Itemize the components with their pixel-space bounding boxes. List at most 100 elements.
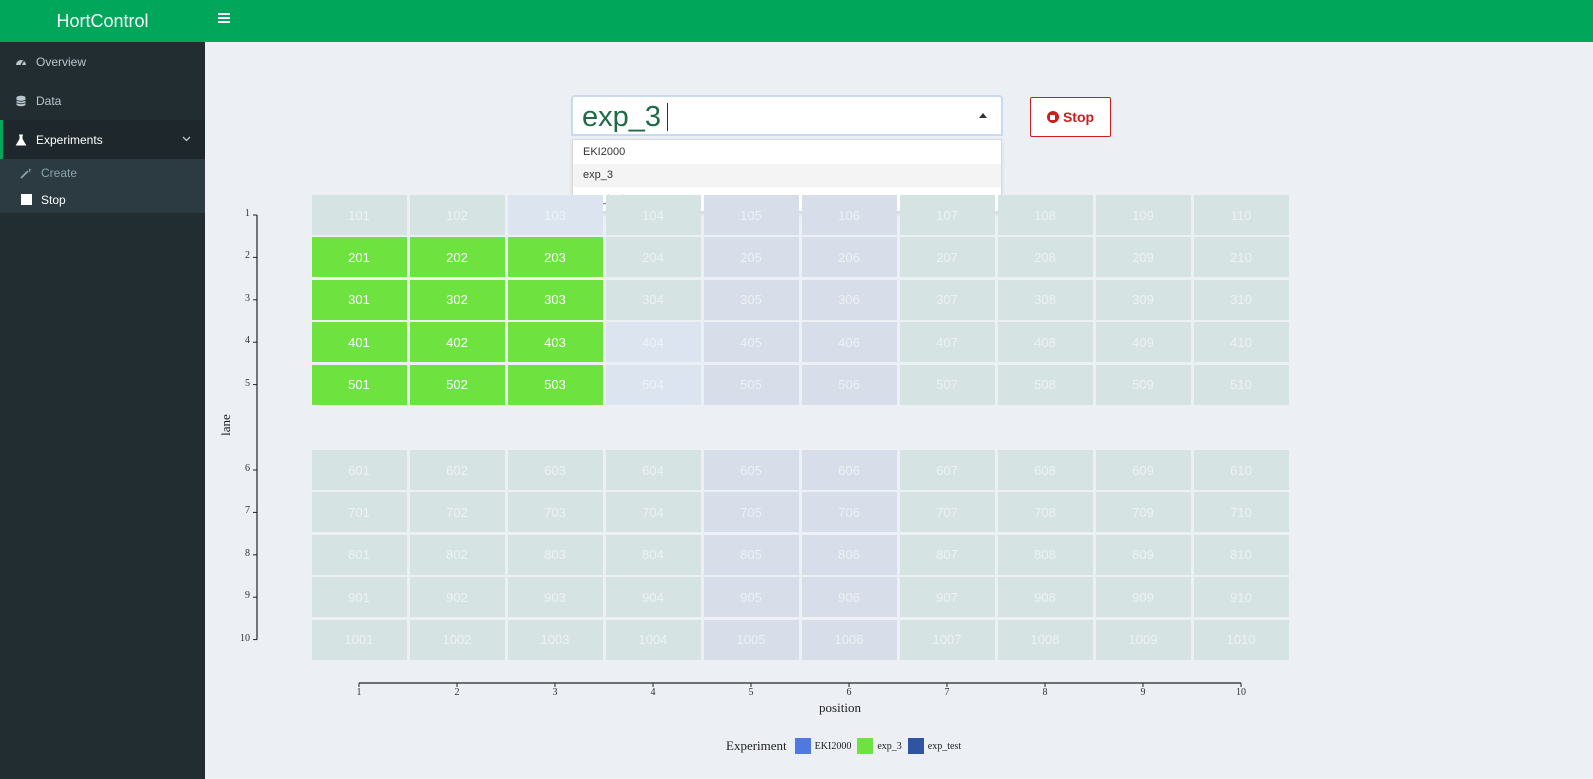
heatmap-cell[interactable]: 1004 — [605, 619, 701, 660]
heatmap-cell[interactable]: 310 — [1193, 279, 1289, 320]
heatmap-cell[interactable]: 701 — [311, 492, 407, 533]
heatmap-cell[interactable]: 705 — [703, 492, 799, 533]
heatmap-cell[interactable]: 307 — [899, 279, 995, 320]
heatmap-cell[interactable]: 707 — [899, 492, 995, 533]
heatmap-cell[interactable]: 807 — [899, 534, 995, 575]
heatmap-cell[interactable]: 709 — [1095, 492, 1191, 533]
sidebar-subitem-stop[interactable]: Stop — [0, 186, 205, 213]
heatmap-cell[interactable]: 407 — [899, 322, 995, 363]
heatmap-cell[interactable]: 404 — [605, 322, 701, 363]
heatmap-cell[interactable]: 1001 — [311, 619, 407, 660]
heatmap-cell[interactable]: 401 — [311, 322, 407, 363]
heatmap-cell[interactable]: 1003 — [507, 619, 603, 660]
heatmap-cell[interactable]: 1006 — [801, 619, 897, 660]
heatmap-cell[interactable]: 604 — [605, 450, 701, 490]
heatmap-cell[interactable]: 602 — [409, 450, 505, 490]
heatmap-cell[interactable]: 704 — [605, 492, 701, 533]
heatmap-cell[interactable]: 601 — [311, 450, 407, 490]
heatmap-cell[interactable]: 101 — [311, 195, 407, 235]
heatmap-cell[interactable]: 606 — [801, 450, 897, 490]
heatmap-cell[interactable]: 1002 — [409, 619, 505, 660]
heatmap-cell[interactable]: 302 — [409, 279, 505, 320]
heatmap-cell[interactable]: 808 — [997, 534, 1093, 575]
sidebar-toggle-icon[interactable] — [218, 13, 230, 25]
heatmap-cell[interactable]: 503 — [507, 364, 603, 405]
experiment-select[interactable]: exp_3 — [571, 95, 1003, 136]
heatmap-cell[interactable]: 207 — [899, 237, 995, 278]
heatmap-cell[interactable]: 501 — [311, 364, 407, 405]
heatmap-cell[interactable]: 801 — [311, 534, 407, 575]
heatmap-cell[interactable]: 1007 — [899, 619, 995, 660]
heatmap-cell[interactable]: 107 — [899, 195, 995, 235]
sidebar-item-data[interactable]: Data — [0, 81, 205, 120]
sidebar-item-overview[interactable]: Overview — [0, 42, 205, 81]
heatmap-cell[interactable]: 1008 — [997, 619, 1093, 660]
heatmap-cell[interactable]: 703 — [507, 492, 603, 533]
heatmap-cell[interactable]: 102 — [409, 195, 505, 235]
heatmap-cell[interactable]: 901 — [311, 577, 407, 618]
heatmap-cell[interactable]: 805 — [703, 534, 799, 575]
heatmap-cell[interactable]: 710 — [1193, 492, 1289, 533]
heatmap-cell[interactable]: 502 — [409, 364, 505, 405]
heatmap-cell[interactable]: 903 — [507, 577, 603, 618]
heatmap-cell[interactable]: 201 — [311, 237, 407, 278]
heatmap-cell[interactable]: 1010 — [1193, 619, 1289, 660]
heatmap-cell[interactable]: 306 — [801, 279, 897, 320]
heatmap-cell[interactable]: 504 — [605, 364, 701, 405]
heatmap-cell[interactable]: 403 — [507, 322, 603, 363]
heatmap-cell[interactable]: 410 — [1193, 322, 1289, 363]
heatmap-cell[interactable]: 507 — [899, 364, 995, 405]
heatmap-cell[interactable]: 510 — [1193, 364, 1289, 405]
heatmap-cell[interactable]: 803 — [507, 534, 603, 575]
stop-button[interactable]: Stop — [1030, 97, 1111, 137]
heatmap-cell[interactable]: 610 — [1193, 450, 1289, 490]
heatmap-cell[interactable]: 208 — [997, 237, 1093, 278]
heatmap-cell[interactable]: 110 — [1193, 195, 1289, 235]
heatmap-cell[interactable]: 309 — [1095, 279, 1191, 320]
heatmap-cell[interactable]: 405 — [703, 322, 799, 363]
heatmap-cell[interactable]: 708 — [997, 492, 1093, 533]
heatmap-cell[interactable]: 301 — [311, 279, 407, 320]
heatmap-cell[interactable]: 305 — [703, 279, 799, 320]
heatmap-cell[interactable]: 303 — [507, 279, 603, 320]
heatmap-cell[interactable]: 603 — [507, 450, 603, 490]
heatmap-cell[interactable]: 908 — [997, 577, 1093, 618]
heatmap-cell[interactable]: 907 — [899, 577, 995, 618]
heatmap-cell[interactable]: 607 — [899, 450, 995, 490]
heatmap-cell[interactable]: 804 — [605, 534, 701, 575]
heatmap-cell[interactable]: 909 — [1095, 577, 1191, 618]
heatmap-cell[interactable]: 104 — [605, 195, 701, 235]
heatmap-cell[interactable]: 209 — [1095, 237, 1191, 278]
heatmap-cell[interactable]: 902 — [409, 577, 505, 618]
heatmap-cell[interactable]: 210 — [1193, 237, 1289, 278]
caret-up-icon[interactable] — [979, 113, 987, 118]
heatmap-cell[interactable]: 509 — [1095, 364, 1191, 405]
heatmap-cell[interactable]: 905 — [703, 577, 799, 618]
heatmap-cell[interactable]: 608 — [997, 450, 1093, 490]
heatmap-cell[interactable]: 106 — [801, 195, 897, 235]
heatmap-cell[interactable]: 408 — [997, 322, 1093, 363]
heatmap-cell[interactable]: 904 — [605, 577, 701, 618]
heatmap-cell[interactable]: 806 — [801, 534, 897, 575]
heatmap-cell[interactable]: 205 — [703, 237, 799, 278]
heatmap-cell[interactable]: 609 — [1095, 450, 1191, 490]
heatmap-cell[interactable]: 308 — [997, 279, 1093, 320]
heatmap-cell[interactable]: 906 — [801, 577, 897, 618]
sidebar-item-experiments[interactable]: Experiments — [0, 120, 205, 159]
sidebar-subitem-create[interactable]: Create — [0, 159, 205, 186]
dropdown-option[interactable]: exp_3 — [573, 163, 1001, 187]
heatmap-cell[interactable]: 605 — [703, 450, 799, 490]
app-logo[interactable]: HortControl — [0, 0, 205, 42]
heatmap-cell[interactable]: 809 — [1095, 534, 1191, 575]
heatmap-cell[interactable]: 706 — [801, 492, 897, 533]
heatmap-cell[interactable]: 506 — [801, 364, 897, 405]
heatmap-cell[interactable]: 108 — [997, 195, 1093, 235]
heatmap-cell[interactable]: 103 — [507, 195, 603, 235]
heatmap-cell[interactable]: 206 — [801, 237, 897, 278]
dropdown-option[interactable]: EKI2000 — [583, 145, 626, 158]
heatmap-cell[interactable]: 1009 — [1095, 619, 1191, 660]
heatmap-cell[interactable]: 304 — [605, 279, 701, 320]
heatmap-cell[interactable]: 810 — [1193, 534, 1289, 575]
heatmap-cell[interactable]: 203 — [507, 237, 603, 278]
heatmap-cell[interactable]: 402 — [409, 322, 505, 363]
